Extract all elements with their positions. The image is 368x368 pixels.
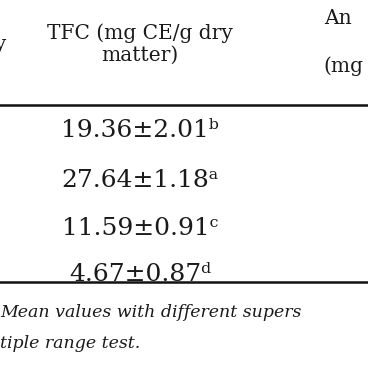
Text: ry: ry (0, 35, 7, 54)
Text: 4.67±0.87ᵈ: 4.67±0.87ᵈ (69, 263, 211, 286)
Text: 27.64±1.18ᵃ: 27.64±1.18ᵃ (61, 169, 219, 192)
Text: TFC (mg CE/g dry
matter): TFC (mg CE/g dry matter) (47, 23, 233, 65)
Text: (mg: (mg (324, 56, 364, 76)
Text: 19.36±2.01ᵇ: 19.36±2.01ᵇ (61, 119, 219, 142)
Text: 11.59±0.91ᶜ: 11.59±0.91ᶜ (62, 217, 218, 240)
Text: tiple range test.: tiple range test. (0, 335, 140, 352)
Text: An: An (324, 9, 351, 28)
Text: Mean values with different supers: Mean values with different supers (0, 304, 301, 321)
